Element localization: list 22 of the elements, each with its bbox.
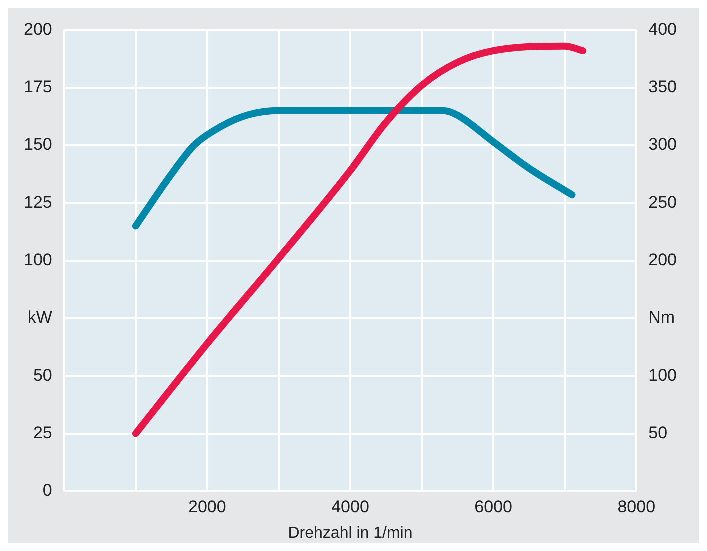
x-tick-label: 2000 (188, 497, 226, 516)
y-tick-label: 125 (24, 192, 52, 212)
y2-tick-label: 100 (648, 366, 678, 385)
y-tick-label: 50 (33, 366, 52, 385)
y2-tick-label: 350 (648, 78, 678, 97)
y-tick-label: 25 (33, 423, 52, 442)
y-tick-label: 175 (24, 78, 52, 97)
y-tick-label: 0 (42, 481, 52, 500)
y-tick-label: 100 (24, 250, 52, 270)
y2-tick-label: 300 (648, 135, 678, 154)
y-tick-label: 200 (24, 20, 52, 39)
x-tick-label: 8000 (618, 497, 656, 516)
y2-tick-label: 200 (648, 250, 678, 270)
y2-tick-label: 400 (648, 20, 678, 39)
x-tick-label: 6000 (474, 497, 512, 516)
x-axis-title: Drehzahl in 1/min (288, 524, 413, 542)
y2-tick-label: 250 (648, 192, 678, 212)
y-tick-label: 150 (24, 135, 52, 154)
y-tick-label: kW (28, 308, 52, 328)
y2-tick-label: 50 (648, 423, 668, 442)
y2-tick-label: Nm (648, 308, 676, 328)
x-tick-label: 4000 (332, 497, 370, 516)
